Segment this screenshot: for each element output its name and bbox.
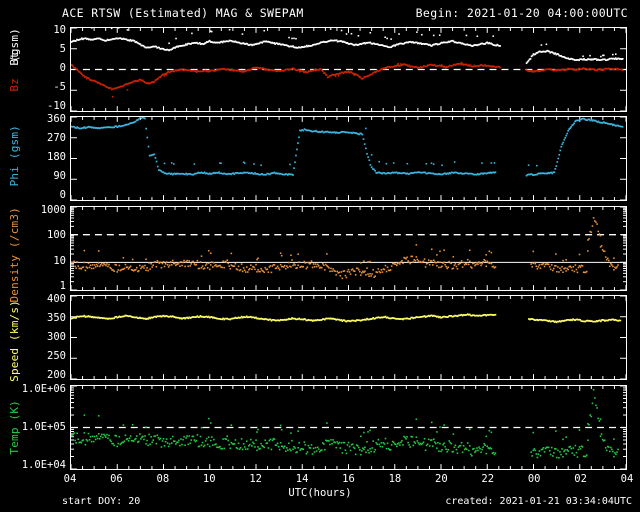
mag-ytick-4: -10	[47, 100, 66, 112]
temp-ytick-0: 1.0E+06	[21, 383, 66, 395]
density-ytick-3: 1	[59, 280, 66, 292]
xaxis-tick-8: 20	[435, 473, 448, 485]
phi-ytick-4: 0	[59, 189, 66, 201]
density-ylabel: Density (/cm3)	[8, 207, 21, 303]
phi-ytick-2: 180	[47, 151, 66, 163]
xaxis-tick-11: 02	[574, 473, 587, 485]
phi-ytick-1: 270	[47, 132, 66, 144]
xaxis-tick-9: 22	[481, 473, 495, 485]
xaxis-tick-12: 04	[620, 473, 634, 485]
xaxis-tick-10: 00	[527, 473, 541, 485]
panel-temp[interactable]	[70, 385, 627, 470]
speed-ytick-2: 300	[47, 331, 66, 343]
mag-ytick-0: 10	[53, 24, 66, 36]
panel-speed[interactable]	[70, 295, 627, 380]
xaxis-tick-1: 06	[110, 473, 123, 485]
begin-timestamp: Begin: 2021-01-20 04:00:00UTC	[415, 6, 628, 20]
mag-ytick-3: -5	[53, 81, 66, 93]
mag-ylabel-bz: Bz	[8, 78, 21, 92]
panel-density-canvas	[71, 207, 626, 290]
xaxis-tick-7: 18	[388, 473, 402, 485]
speed-ytick-3: 250	[47, 350, 66, 362]
created-timestamp: created: 2021-01-21 03:34:04UTC	[445, 496, 632, 507]
xaxis-tick-5: 14	[295, 473, 309, 485]
start-doy-label: start DOY: 20	[62, 496, 141, 507]
panel-phi[interactable]	[70, 116, 627, 201]
density-ytick-1: 100	[47, 229, 66, 241]
speed-ytick-1: 350	[47, 312, 66, 324]
density-ytick-2: 10	[53, 255, 66, 267]
xaxis-tick-3: 10	[202, 473, 216, 485]
phi-ytick-0: 360	[47, 113, 66, 125]
density-ytick-0: 1000	[40, 204, 66, 216]
xaxis-tick-4: 12	[249, 473, 262, 485]
speed-ylabel: Speed (km/s)	[8, 300, 21, 382]
panel-speed-canvas	[71, 296, 626, 379]
mag-ytick-2: 0	[59, 62, 66, 74]
panel-density[interactable]	[70, 206, 627, 291]
panel-mag-canvas	[71, 28, 626, 111]
speed-ytick-0: 400	[47, 293, 66, 305]
speed-ytick-4: 200	[47, 369, 66, 381]
temp-ylabel: Temp (K)	[8, 400, 21, 455]
page-title: ACE RTSW (Estimated) MAG & SWEPAM	[62, 6, 304, 20]
panel-temp-canvas	[71, 386, 626, 469]
phi-ytick-3: 90	[53, 170, 66, 182]
temp-ytick-2: 1.0E+04	[21, 459, 66, 471]
xaxis-tick-6: 16	[342, 473, 355, 485]
xaxis-tick-2: 08	[156, 473, 170, 485]
xaxis-tick-0: 04	[63, 473, 77, 485]
xaxis-label: UTC(hours)	[288, 487, 352, 499]
phi-ylabel: Phi (gsm)	[8, 125, 21, 187]
mag-ytick-1: 5	[59, 43, 66, 55]
panel-phi-canvas	[71, 117, 626, 200]
panel-mag[interactable]	[70, 27, 627, 112]
temp-ytick-1: 1.0E+05	[21, 421, 66, 433]
mag-ylabel-units: (gsm)	[8, 28, 21, 63]
